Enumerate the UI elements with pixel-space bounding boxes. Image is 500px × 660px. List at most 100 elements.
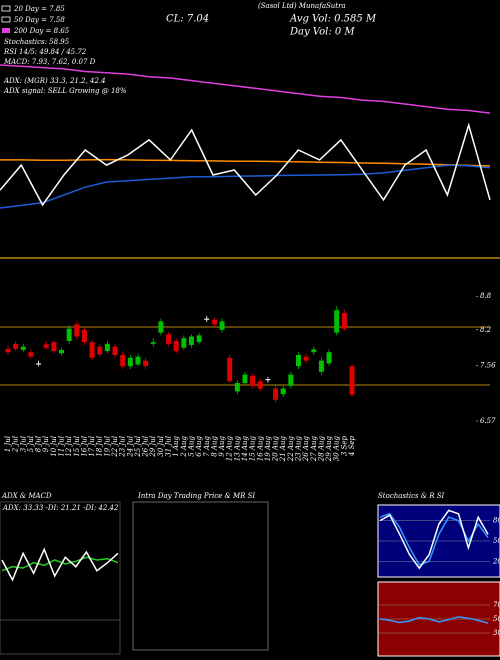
series-line	[1, 556, 119, 572]
annotation: 50 Day = 7.58	[14, 16, 65, 24]
y-tick-label: 50	[493, 615, 500, 623]
panel-title: Stochastics & R SI	[378, 492, 445, 500]
candle-body	[43, 344, 49, 348]
candle-body	[334, 310, 340, 333]
annotation: MACD: 7.93, 7.62, 0.07 D	[3, 58, 96, 66]
candle-body	[20, 346, 26, 350]
x-tick-label: 23 Jul	[119, 436, 127, 458]
candle-body	[97, 346, 103, 355]
x-tick-label: 12 Aug	[226, 435, 234, 461]
chart-title: (Sasol Ltd) MunafaSutra	[258, 2, 346, 10]
x-tick-label: 29 Jul	[149, 436, 157, 458]
candle-body	[150, 342, 156, 344]
x-tick-label: 24 Jul	[126, 436, 134, 458]
x-tick-label: 23 Aug	[294, 435, 302, 462]
legend-swatch	[2, 28, 10, 33]
x-tick-label: 31 Jul	[165, 436, 173, 457]
x-tick-label: 4 Sep	[348, 435, 356, 457]
y-tick-label: 6.57	[480, 417, 496, 425]
x-tick-label: 9 Jul	[42, 436, 50, 452]
candle-body	[318, 360, 324, 372]
annotation: RSI 14/5: 49.84 / 45.72	[3, 48, 87, 56]
x-tick-label: 25 Jul	[134, 436, 142, 458]
x-tick-label: 3 Sep	[340, 435, 348, 456]
candle-body	[349, 366, 355, 395]
x-tick-label: 16 Aug	[256, 435, 264, 461]
candle-body	[227, 357, 233, 382]
annotation: 200 Day = 8.65	[13, 27, 70, 35]
y-tick-label: 70	[493, 601, 500, 609]
x-tick-label: 30 Aug	[333, 435, 341, 461]
candle-body	[273, 388, 279, 400]
adx-panel	[0, 501, 121, 655]
candle-body	[265, 379, 271, 381]
x-tick-label: 7 Aug	[203, 435, 211, 456]
series-line	[379, 512, 489, 566]
x-tick-label: 27 Aug	[310, 435, 318, 462]
x-tick-label: 13 Aug	[233, 435, 241, 461]
candle-body	[112, 346, 118, 355]
x-tick-label: 15 Aug	[249, 435, 257, 461]
candle-body	[288, 374, 294, 386]
legend-swatch	[1, 16, 11, 23]
x-tick-label: 19 Aug	[264, 435, 272, 461]
candle-body	[326, 352, 332, 364]
series-line	[379, 616, 489, 624]
legend-swatch	[1, 5, 11, 12]
annotation: ADX: 33.33 -DI: 21.21 -DI: 42.42	[2, 504, 119, 512]
candle-body	[104, 343, 110, 352]
series-line	[1, 547, 119, 582]
x-tick-label: 6 Aug	[195, 435, 203, 456]
series-line	[0, 158, 491, 167]
x-tick-label: 5 Jul	[27, 436, 35, 452]
candle-body	[89, 342, 95, 358]
candle-body	[295, 355, 301, 367]
candle-body	[250, 375, 256, 386]
candle-body	[81, 329, 87, 343]
series-line	[379, 509, 489, 570]
series-line	[0, 64, 491, 114]
y-tick-label: 8.2	[480, 326, 492, 334]
candle-body	[166, 334, 172, 344]
candle-body	[127, 357, 133, 367]
x-tick-label: 26 Aug	[302, 435, 310, 462]
candle-body	[341, 313, 347, 329]
candle-body	[280, 388, 286, 395]
candle-body	[143, 360, 149, 367]
x-tick-label: 1 Jul	[4, 436, 12, 452]
x-tick-label: 8 Aug	[210, 435, 218, 456]
candle-body	[36, 363, 42, 365]
x-tick-label: 9 Aug	[218, 435, 226, 456]
y-tick-label: 50	[493, 537, 500, 545]
x-tick-label: 2 Jul	[12, 436, 20, 453]
candle-body	[234, 383, 240, 392]
y-tick-label: 80	[493, 517, 500, 525]
panel-title: Intra Day Trading Price & MR SI	[137, 492, 255, 500]
candle-body	[242, 374, 248, 383]
candle-body	[196, 335, 202, 343]
x-tick-label: 8 Jul	[35, 436, 43, 452]
x-tick-label: 22 Jul	[111, 436, 119, 458]
candle-body	[188, 336, 194, 345]
x-tick-label: 10 Jul	[50, 436, 58, 457]
close-price: CL: 7.04	[166, 14, 209, 25]
candle-body	[28, 352, 34, 357]
x-tick-label: 11 Jul	[58, 436, 66, 457]
x-tick-label: 14 Aug	[241, 435, 249, 461]
x-tick-label: 16 Jul	[80, 436, 88, 457]
series-line	[0, 122, 491, 207]
x-tick-label: 12 Jul	[65, 436, 73, 457]
annotation: Stochastics: 58.95	[4, 38, 70, 46]
annotation: 20 Day = 7.85	[13, 5, 65, 13]
intraday-panel	[132, 501, 269, 651]
x-tick-label: 19 Jul	[103, 436, 111, 457]
x-tick-label: 17 Jul	[88, 436, 96, 457]
x-tick-label: 2 Aug	[180, 435, 188, 457]
candle-body	[181, 338, 187, 348]
avg-volume: Avg Vol: 0.585 M	[289, 14, 377, 25]
x-tick-label: 30 Jul	[157, 436, 165, 457]
candle-body	[303, 356, 309, 361]
series-line	[0, 164, 491, 209]
x-tick-label: 28 Aug	[317, 435, 325, 462]
